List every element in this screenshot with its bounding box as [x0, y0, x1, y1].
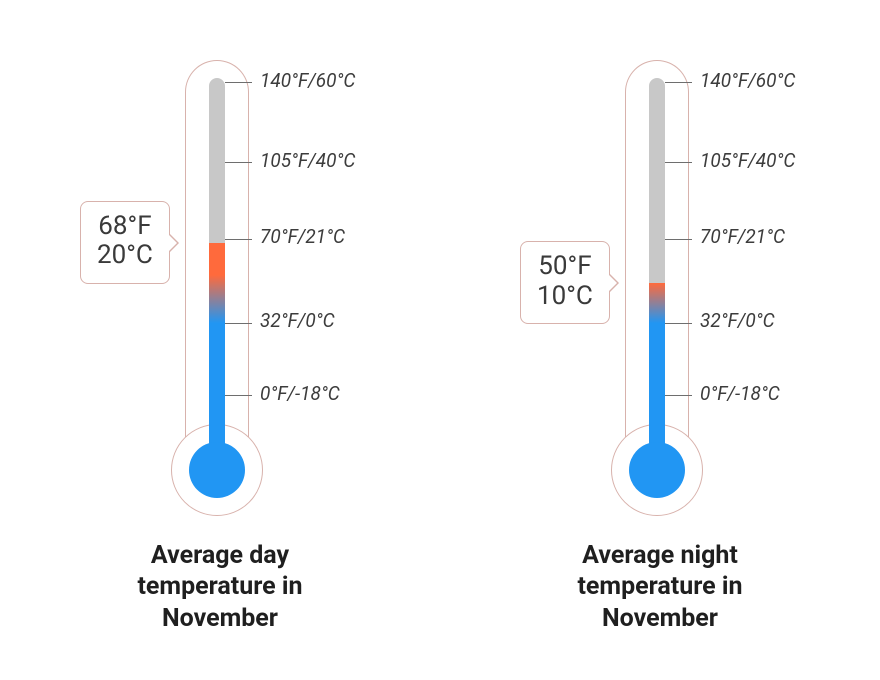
night-reading-f: 50°F: [537, 252, 593, 282]
night-caption-line1: Average night: [582, 541, 738, 570]
scale-tick: [665, 323, 692, 324]
day-tube-fill: [209, 243, 225, 458]
night-caption-line2: temperature in: [577, 572, 742, 601]
scale-label: 32°F/0°C: [260, 309, 335, 332]
day-panel: 140°F/60°C 105°F/40°C 70°F/21°C 32°F/0°C 0°F…: [0, 0, 440, 680]
night-reading-callout: 50°F 10°C: [520, 241, 610, 325]
night-panel: 140°F/60°C 105°F/40°C 70°F/21°C 32°F/0°C 0°F…: [440, 0, 880, 680]
day-reading-c: 20°C: [97, 241, 153, 271]
day-caption-line3: November: [162, 604, 278, 633]
day-caption-line1: Average day: [151, 541, 289, 570]
scale-tick: [225, 395, 252, 396]
callout-arrow-fill: [608, 274, 617, 292]
scale-tick: [665, 82, 692, 83]
scale-tick: [665, 162, 692, 163]
scale-label: 70°F/21°C: [700, 225, 785, 248]
scale-label: 140°F/60°C: [260, 69, 355, 92]
scale-tick: [225, 82, 252, 83]
night-thermometer: 140°F/60°C 105°F/40°C 70°F/21°C 32°F/0°C 0°F…: [440, 60, 880, 500]
day-bulb-fill: [189, 442, 245, 498]
scale-tick: [225, 162, 252, 163]
night-tube-fill: [649, 283, 665, 458]
day-caption: Average day temperature in November: [0, 540, 440, 634]
scale-tick: [225, 323, 252, 324]
scale-label: 140°F/60°C: [700, 69, 795, 92]
scale-label: 0°F/-18°C: [260, 382, 340, 405]
day-thermometer: 140°F/60°C 105°F/40°C 70°F/21°C 32°F/0°C 0°F…: [0, 60, 440, 500]
night-reading-c: 10°C: [537, 282, 593, 312]
infographic-stage: 140°F/60°C 105°F/40°C 70°F/21°C 32°F/0°C 0°F…: [0, 0, 880, 680]
callout-arrow-fill: [168, 234, 177, 252]
scale-label: 32°F/0°C: [700, 309, 775, 332]
scale-label: 105°F/40°C: [260, 149, 355, 172]
scale-label: 70°F/21°C: [260, 225, 345, 248]
day-reading-callout: 68°F 20°C: [80, 201, 170, 285]
night-caption: Average night temperature in November: [440, 540, 880, 634]
day-caption-line2: temperature in: [137, 572, 302, 601]
scale-tick: [665, 395, 692, 396]
scale-tick: [225, 239, 252, 240]
scale-tick: [665, 239, 692, 240]
night-bulb-fill: [629, 442, 685, 498]
day-reading-f: 68°F: [97, 212, 153, 242]
night-caption-line3: November: [602, 604, 718, 633]
scale-label: 105°F/40°C: [700, 149, 795, 172]
scale-label: 0°F/-18°C: [700, 382, 780, 405]
